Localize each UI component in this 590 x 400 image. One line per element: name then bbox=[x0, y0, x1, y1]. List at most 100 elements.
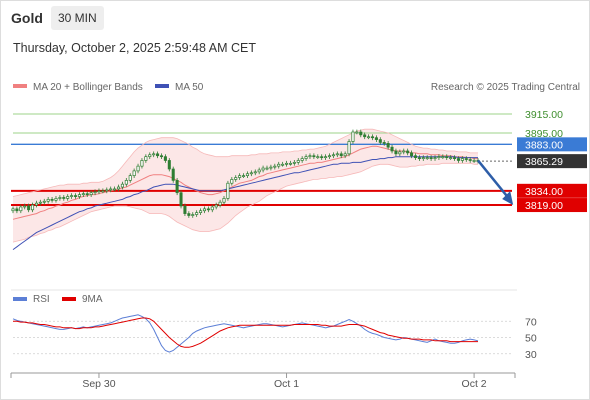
candle bbox=[261, 165, 265, 173]
top-bar: Gold 30 MIN bbox=[0, 0, 590, 34]
candle-body bbox=[468, 159, 472, 161]
symbol-title: Gold bbox=[11, 10, 43, 26]
rsi-legend: RSI 9MA bbox=[13, 294, 103, 305]
candle bbox=[456, 156, 460, 163]
candle bbox=[394, 148, 398, 157]
timeframe-button[interactable]: 30 MIN bbox=[51, 6, 104, 30]
candle-body bbox=[226, 182, 230, 199]
candle-body bbox=[257, 169, 261, 173]
candle-body bbox=[382, 142, 386, 144]
level-label-0: 3915.00 bbox=[525, 109, 563, 121]
candle bbox=[50, 196, 54, 203]
candle-body bbox=[34, 202, 38, 206]
candle-body bbox=[85, 193, 89, 196]
candle-body bbox=[433, 157, 437, 159]
last-price-box bbox=[517, 154, 587, 169]
candle-body bbox=[23, 205, 27, 208]
level-box-2 bbox=[517, 137, 587, 152]
candle-body bbox=[42, 200, 46, 203]
candle-body bbox=[472, 160, 476, 162]
candle-body bbox=[167, 160, 171, 170]
candle-body bbox=[331, 154, 335, 157]
rsi-ma-legend-label: 9MA bbox=[82, 294, 103, 305]
candle-body bbox=[296, 160, 300, 163]
candle-body bbox=[327, 155, 332, 158]
candle bbox=[359, 129, 363, 138]
candle bbox=[214, 202, 218, 210]
candle bbox=[54, 196, 58, 203]
candle bbox=[441, 154, 445, 160]
candle-body bbox=[159, 155, 164, 158]
candle-body bbox=[374, 137, 378, 140]
ma50-legend-label: MA 50 bbox=[175, 82, 204, 93]
candle-body bbox=[140, 160, 144, 167]
candle bbox=[269, 164, 273, 171]
candle bbox=[77, 192, 81, 199]
bollinger-band-area bbox=[13, 129, 478, 243]
candle bbox=[355, 129, 359, 135]
candle-body bbox=[156, 153, 160, 157]
x-tick-label: Oct 1 bbox=[274, 378, 299, 390]
candle-body bbox=[163, 156, 167, 161]
candle bbox=[245, 171, 249, 179]
candle-body bbox=[273, 165, 277, 168]
rsi-panel: 70 50 30 bbox=[11, 289, 537, 361]
candle bbox=[73, 193, 78, 199]
candle-body bbox=[46, 199, 50, 202]
candle-body bbox=[144, 156, 148, 161]
candle-body bbox=[406, 150, 410, 154]
rsi-legend-label: RSI bbox=[33, 294, 50, 305]
candle-body bbox=[214, 204, 218, 208]
candle bbox=[93, 189, 97, 196]
candle bbox=[120, 181, 124, 190]
candle-body bbox=[132, 170, 136, 176]
candle bbox=[429, 155, 433, 161]
candle bbox=[410, 150, 414, 159]
candle bbox=[62, 195, 66, 201]
candle-body bbox=[320, 156, 324, 159]
candle-body bbox=[277, 163, 281, 167]
candle-body bbox=[460, 158, 464, 161]
candle bbox=[386, 141, 390, 150]
level-label-5: 3819.00 bbox=[525, 200, 563, 212]
candle bbox=[327, 153, 332, 160]
candle bbox=[152, 151, 156, 158]
candle-body bbox=[441, 156, 445, 159]
candle-body bbox=[113, 188, 117, 191]
candle bbox=[242, 173, 246, 179]
candle bbox=[34, 200, 38, 208]
candle-body bbox=[242, 175, 246, 177]
candle-body bbox=[245, 173, 249, 176]
candle bbox=[97, 188, 101, 195]
projection-arrow bbox=[477, 159, 514, 206]
candle bbox=[105, 187, 109, 194]
candle bbox=[218, 199, 222, 208]
candle-body bbox=[202, 208, 206, 212]
level-box-4 bbox=[517, 183, 587, 198]
candle bbox=[113, 186, 117, 192]
candle-body bbox=[73, 195, 78, 197]
candle-body bbox=[152, 153, 156, 156]
candle-body bbox=[429, 157, 433, 159]
ma20-legend-label: MA 20 + Bollinger Bands bbox=[33, 82, 143, 93]
candle bbox=[277, 161, 281, 169]
candle bbox=[42, 198, 46, 205]
candle bbox=[320, 154, 324, 160]
candle bbox=[351, 129, 355, 144]
candle bbox=[300, 156, 304, 163]
candle-body bbox=[171, 168, 175, 181]
candle-body bbox=[378, 139, 382, 143]
candle bbox=[265, 165, 269, 171]
rsi-ma-legend-swatch bbox=[62, 297, 76, 301]
candle bbox=[89, 190, 93, 197]
bollinger-bands bbox=[13, 129, 478, 243]
candle bbox=[187, 211, 191, 218]
candle-body bbox=[50, 199, 54, 201]
candle bbox=[257, 167, 261, 175]
candle-body bbox=[199, 210, 203, 213]
candle bbox=[124, 178, 128, 187]
candle bbox=[367, 134, 371, 140]
candle-body bbox=[206, 208, 210, 211]
candle-body bbox=[128, 175, 132, 181]
